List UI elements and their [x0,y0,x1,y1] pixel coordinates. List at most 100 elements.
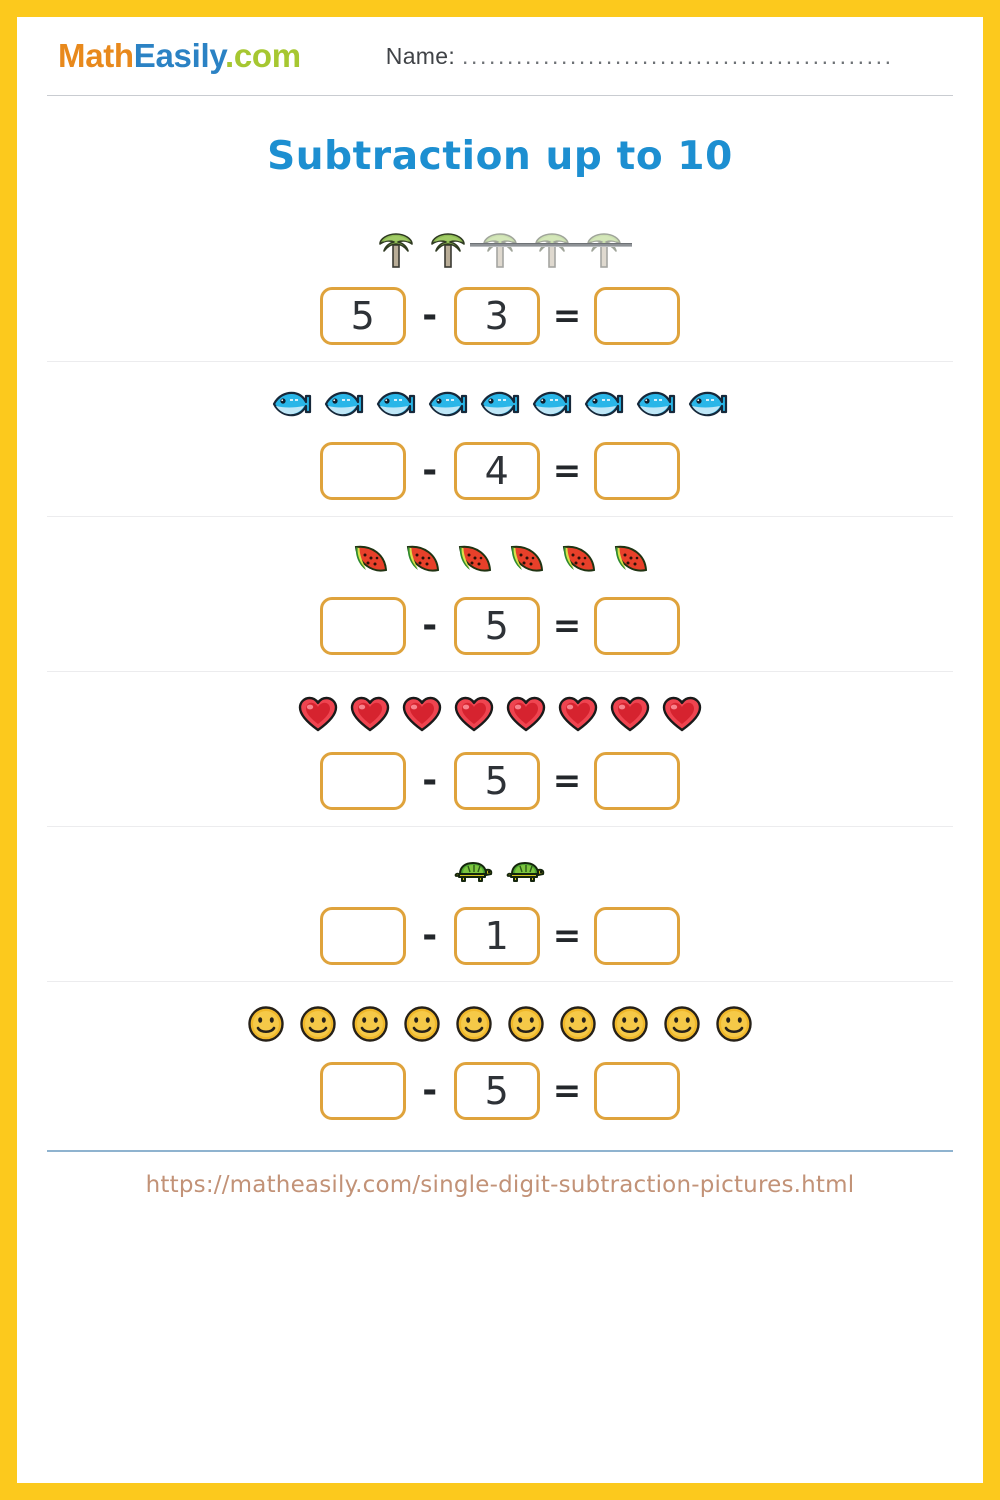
name-field[interactable]: Name: ..................................… [386,43,894,70]
minus-operator: - [422,915,438,956]
subtrahend-box[interactable]: 5 [453,597,540,655]
smiley-icon [296,1002,340,1046]
minus-operator: - [422,1070,438,1111]
fish-icon [478,382,522,426]
equation: -5 = [47,597,953,655]
fish-icon [634,382,678,426]
heart-icon [660,692,704,736]
fish-icon [530,382,574,426]
equation: -1 = [47,907,953,965]
problem-row: -5 = [47,672,953,827]
logo-part-math: Math [58,37,134,74]
equals-operator: = [552,1071,582,1111]
equation: 5-3 = [47,287,953,345]
smiley-icon [244,1002,288,1046]
answer-box[interactable] [594,597,681,655]
heart-icon [556,692,600,736]
smiley-icon [400,1002,444,1046]
logo-part-com: .com [224,37,301,74]
heart-icon [504,692,548,736]
palm-tree-icon [582,227,626,271]
answer-box[interactable] [594,907,681,965]
watermelon-icon [452,537,496,581]
minuend-box[interactable]: 5 [319,287,406,345]
smiley-icon [608,1002,652,1046]
picture-group [47,996,953,1046]
fish-icon [686,382,730,426]
worksheet-sheet: MathEasily.com Name: ...................… [17,17,983,1483]
minuend-box[interactable] [319,442,406,500]
subtrahend-box[interactable]: 3 [453,287,540,345]
heart-icon [400,692,444,736]
footer-url[interactable]: https://matheasily.com/single-digit-subt… [145,1172,855,1198]
heart-icon [608,692,652,736]
page-title: Subtraction up to 10 [267,134,733,179]
picture-group [47,686,953,736]
subtrahend-box[interactable]: 4 [453,442,540,500]
heart-icon [452,692,496,736]
watermelon-icon [400,537,444,581]
subtrahend-box[interactable]: 1 [453,907,540,965]
equals-operator: = [552,451,582,491]
smiley-icon [712,1002,756,1046]
answer-box[interactable] [594,287,681,345]
name-label: Name: [385,42,456,69]
equals-operator: = [552,916,582,956]
minuend-box[interactable] [319,597,406,655]
equals-operator: = [552,606,582,646]
subtrahend-box[interactable]: 5 [453,1062,540,1120]
answer-box[interactable] [594,442,681,500]
problem-list: 5-3 = [32,207,968,1136]
fish-icon [426,382,470,426]
smiley-icon [556,1002,600,1046]
answer-box[interactable] [594,752,681,810]
problem-row: -5 = [47,517,953,672]
logo-part-easily: Easily [133,37,225,74]
problem-row: -4 = [47,362,953,517]
minus-operator: - [422,605,438,646]
picture-group [47,841,953,891]
name-dotted-line: ........................................… [462,42,894,69]
cross-out-line [470,243,632,247]
problem-row: 5-3 = [47,207,953,362]
minus-operator: - [422,760,438,801]
minuend-box[interactable] [319,907,406,965]
minuend-box[interactable] [319,1062,406,1120]
picture-group [47,531,953,581]
fish-icon [582,382,626,426]
watermelon-icon [556,537,600,581]
fish-icon [322,382,366,426]
palm-tree-icon [426,227,470,271]
watermelon-icon [608,537,652,581]
heart-icon [296,692,340,736]
header-divider [47,95,953,96]
turtle-icon [504,847,548,891]
palm-tree-icon [478,227,522,271]
watermelon-icon [504,537,548,581]
heart-icon [348,692,392,736]
picture-group [47,221,953,271]
site-logo[interactable]: MathEasily.com [58,37,301,75]
smiley-icon [504,1002,548,1046]
fish-icon [374,382,418,426]
equation: -5 = [47,752,953,810]
palm-tree-icon [530,227,574,271]
equation: -4 = [47,442,953,500]
footer-divider [47,1150,953,1152]
subtrahend-box[interactable]: 5 [453,752,540,810]
equation: -5 = [47,1062,953,1120]
minuend-box[interactable] [319,752,406,810]
answer-box[interactable] [594,1062,681,1120]
smiley-icon [452,1002,496,1046]
palm-tree-icon [374,227,418,271]
smiley-icon [660,1002,704,1046]
equals-operator: = [552,761,582,801]
fish-icon [270,382,314,426]
problem-row: -5 = [47,982,953,1136]
minus-operator: - [422,450,438,491]
equals-operator: = [552,296,582,336]
turtle-icon [452,847,496,891]
watermelon-icon [348,537,392,581]
worksheet-header: MathEasily.com Name: ...................… [32,17,968,95]
